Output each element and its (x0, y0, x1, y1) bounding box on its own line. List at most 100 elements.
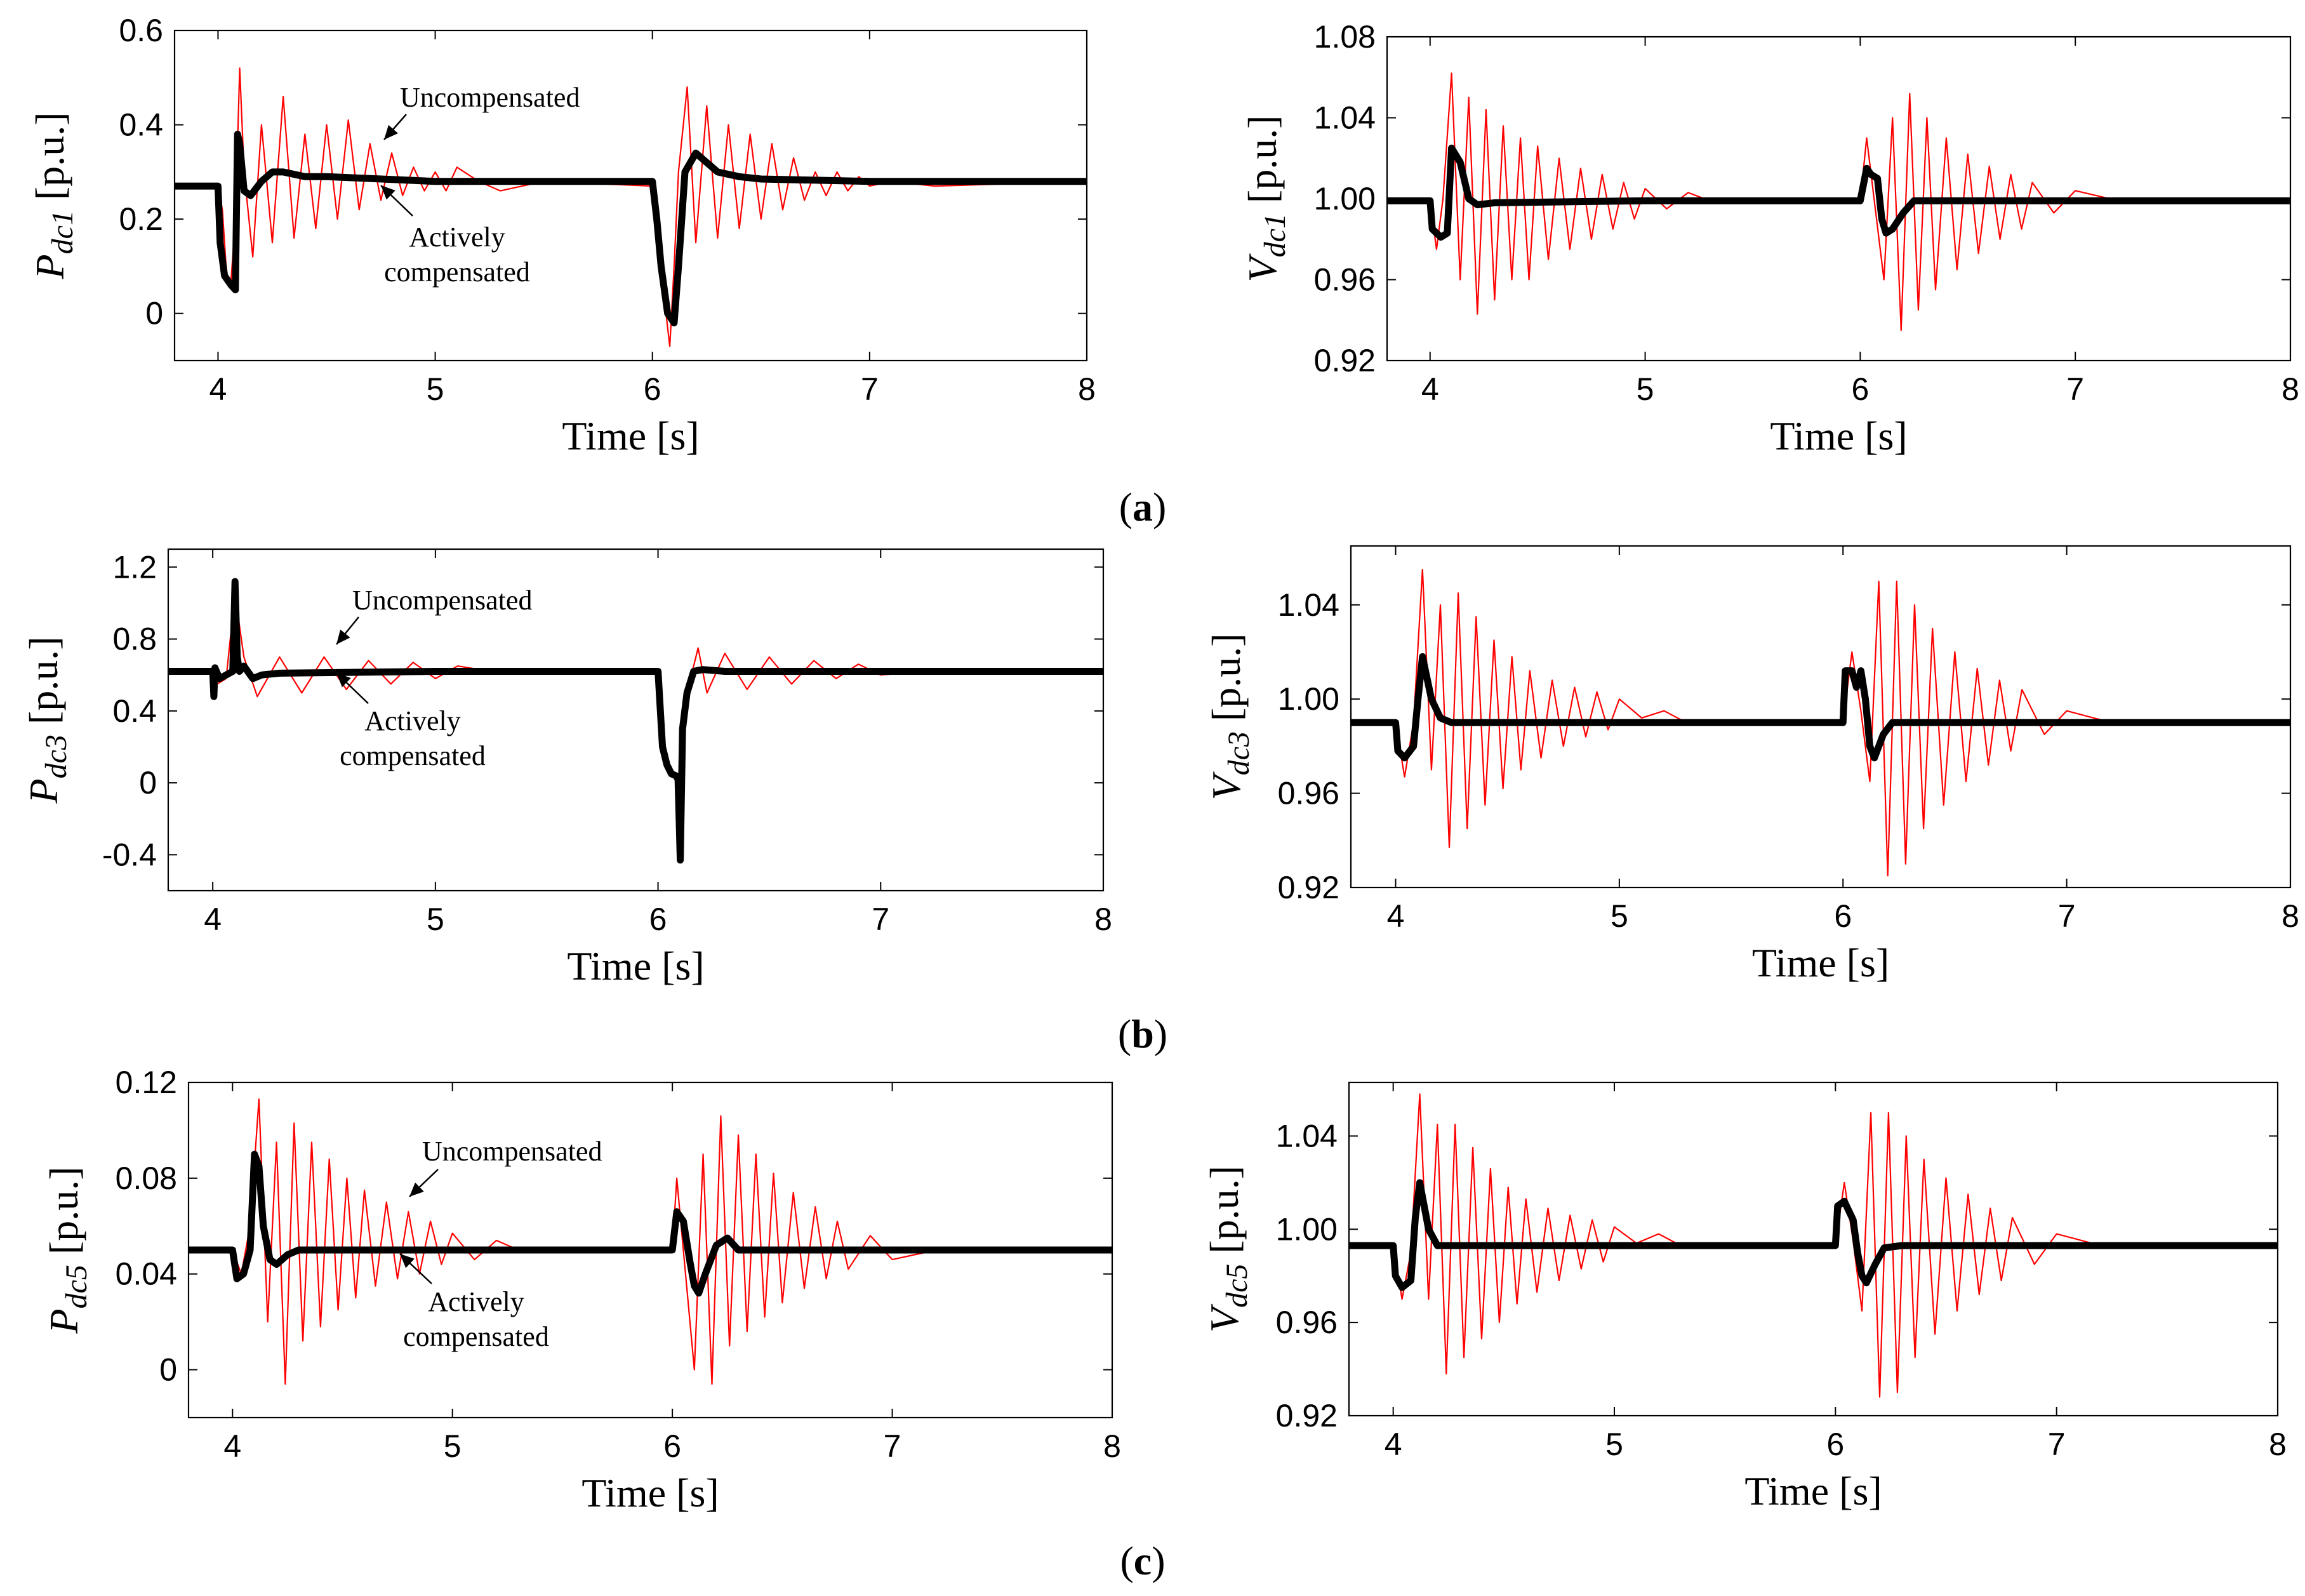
y-tick-label: 0.4 (119, 107, 163, 143)
y-axis-label: Pdc5 [p.u.] (41, 1166, 93, 1334)
x-tick-label: 5 (427, 371, 444, 407)
y-axis-label: Pdc1 [p.u.] (27, 112, 79, 279)
y-tick-label: 0.12 (116, 1065, 177, 1100)
x-axis-label: Time [s] (581, 1470, 719, 1515)
annotation-actively: Actively (428, 1286, 524, 1317)
series-compensated-line (1349, 1179, 2278, 1291)
panel-label-c: (c) (1120, 1538, 1165, 1583)
series-compensated-line (175, 130, 1087, 327)
y-tick-label: -0.4 (102, 837, 157, 872)
x-tick-label: 5 (427, 901, 444, 937)
x-tick-label: 4 (1385, 1426, 1402, 1462)
y-tick-label: 0.2 (119, 201, 163, 237)
series-compensated-line (1351, 653, 2290, 762)
y-tick-label: 0.96 (1314, 262, 1376, 298)
plot-frame (1348, 1081, 2279, 1417)
x-tick-label: 4 (1387, 898, 1405, 934)
x-tick-label: 5 (1605, 1426, 1623, 1462)
annotation-arrow-compensated-head (381, 185, 395, 200)
annotation-arrow-compensated-head (400, 1254, 415, 1268)
series-uncompensated-line (189, 1098, 1112, 1385)
series-uncompensated-line (1387, 72, 2290, 331)
charts-layer: 4 5 6 7 8 0 0.2 0.4 0.6 Time [s] Pdc1 [p.u.] Uncomp… (21, 13, 2299, 1515)
plot-frame (167, 548, 1105, 892)
y-tick-label: 1.08 (1314, 19, 1376, 55)
x-tick-label: 6 (1851, 371, 1869, 407)
y-tick-label: 1.00 (1314, 181, 1376, 216)
y-tick-label: 1.04 (1314, 100, 1376, 136)
y-tick-label: 0 (139, 765, 157, 801)
annotation-arrow-uncompensated-head (336, 629, 350, 644)
x-tick-label: 5 (1611, 898, 1628, 934)
x-axis-label: Time [s] (1770, 413, 1907, 458)
x-tick-label: 5 (444, 1428, 462, 1464)
y-tick-label: 0.4 (112, 693, 157, 729)
annotation-uncompensated: Uncompensated (352, 585, 532, 616)
x-tick-label: 8 (2282, 898, 2299, 934)
panel-label-b: (b) (1118, 1011, 1167, 1056)
chart-b-left: 4 5 6 7 8 -0.4 0 0.4 0.8 1.2 Time [s] Pdc3 [p.u.] Un… (21, 548, 1112, 988)
series-compensated-line (168, 578, 1103, 864)
y-tick-label: 1.00 (1278, 681, 1339, 717)
x-axis-label: Time [s] (1744, 1468, 1882, 1513)
y-tick-label: 1.04 (1278, 587, 1339, 623)
annotation-uncompensated: Uncompensated (422, 1136, 602, 1167)
y-tick-label: 0.92 (1276, 1398, 1338, 1433)
series-uncompensated-line (1351, 568, 2290, 877)
chart-b-right: 4 5 6 7 8 0.92 0.96 1.00 1.04 Time [s] Vdc3 [p.u.] (1204, 545, 2299, 985)
x-tick-label: 8 (1094, 901, 1112, 937)
y-tick-label: 0.08 (116, 1160, 177, 1196)
chart-c-right: 4 5 6 7 8 0.92 0.96 1.00 1.04 Time [s] Vdc5 [p.u.] (1202, 1081, 2287, 1513)
plot-frame (173, 29, 1088, 362)
annotation-uncompensated: Uncompensated (400, 82, 580, 113)
series-uncompensated-line (175, 67, 1087, 347)
x-axis-label: Time [s] (1752, 940, 1889, 985)
chart-a-right: 4 5 6 7 8 0.92 0.96 1.00 1.04 1.08 Time [s] Vdc1 [p… (1240, 19, 2299, 458)
x-tick-label: 7 (2058, 898, 2076, 934)
x-tick-label: 4 (1421, 371, 1439, 407)
y-tick-label: 0.04 (116, 1256, 177, 1292)
chart-c-left: 4 5 6 7 8 0 0.04 0.08 0.12 Time [s] Pdc5 [p.u.] Unc… (41, 1065, 1121, 1515)
annotation-compensated: compensated (384, 256, 530, 288)
x-tick-label: 8 (2269, 1426, 2287, 1462)
chart-a-left: 4 5 6 7 8 0 0.2 0.4 0.6 Time [s] Pdc1 [p.u.] Uncomp… (27, 13, 1096, 458)
annotation-compensated: compensated (403, 1321, 549, 1352)
y-tick-label: 1.00 (1276, 1211, 1338, 1247)
x-tick-label: 6 (649, 901, 667, 937)
y-axis-label: Vdc5 [p.u.] (1202, 1166, 1254, 1333)
series-compensated-line (1387, 144, 2290, 241)
annotation-actively: Actively (409, 222, 505, 253)
panel-label-a: (a) (1119, 484, 1167, 529)
y-tick-label: 1.2 (112, 549, 157, 585)
x-tick-label: 4 (209, 371, 227, 407)
series-compensated-line (189, 1150, 1112, 1297)
plot-frame (187, 1081, 1113, 1419)
y-axis-label: Vdc1 [p.u.] (1240, 115, 1292, 282)
x-tick-label: 7 (2066, 371, 2084, 407)
annotation-arrow-uncompensated-head (384, 124, 398, 140)
x-tick-label: 7 (861, 371, 879, 407)
y-axis-label: Vdc3 [p.u.] (1204, 633, 1256, 800)
x-tick-label: 6 (663, 1428, 681, 1464)
y-tick-label: 0.8 (112, 622, 157, 657)
y-tick-label: 1.04 (1276, 1118, 1338, 1154)
x-tick-label: 8 (1078, 371, 1096, 407)
x-tick-label: 4 (223, 1428, 241, 1464)
x-tick-label: 7 (884, 1428, 901, 1464)
y-tick-label: 0.92 (1278, 870, 1339, 905)
x-tick-label: 6 (1834, 898, 1852, 934)
y-tick-label: 0.96 (1278, 776, 1339, 811)
x-tick-label: 8 (1103, 1428, 1121, 1464)
x-axis-label: Time [s] (562, 413, 699, 458)
x-tick-label: 6 (1826, 1426, 1844, 1462)
x-axis-label: Time [s] (567, 943, 704, 988)
y-tick-label: 0 (145, 296, 163, 331)
x-tick-label: 6 (644, 371, 661, 407)
x-tick-label: 7 (872, 901, 889, 937)
y-axis-label: Pdc3 [p.u.] (21, 636, 73, 804)
annotation-arrow-compensated-head (336, 673, 351, 688)
x-tick-label: 8 (2282, 371, 2299, 407)
y-tick-label: 0.92 (1314, 343, 1376, 378)
y-tick-label: 0.96 (1276, 1305, 1338, 1340)
